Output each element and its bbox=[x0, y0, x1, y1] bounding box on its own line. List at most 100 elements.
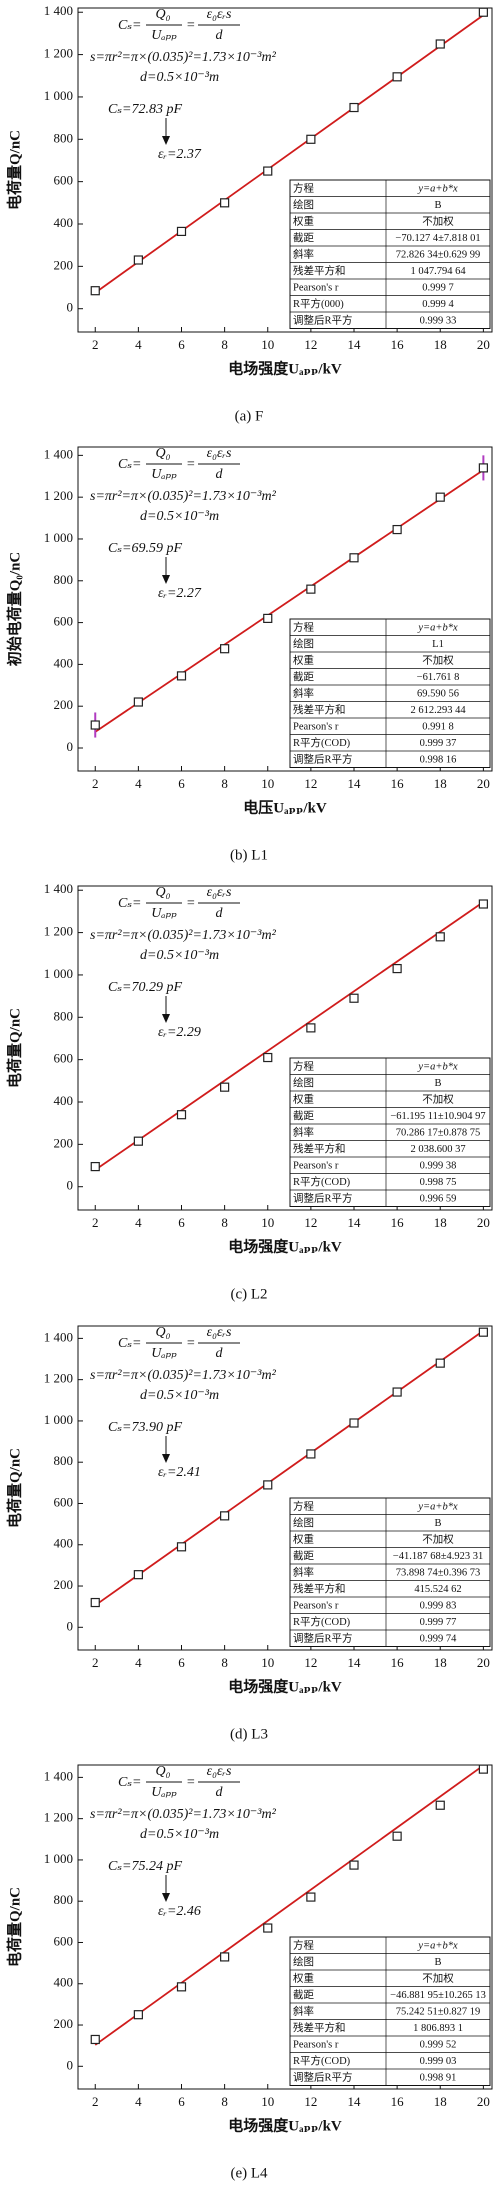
table-label: Pearson's r bbox=[293, 722, 339, 733]
x-tick-label: 10 bbox=[261, 2094, 274, 2109]
table-frame bbox=[289, 179, 491, 329]
y-tick-label: 1 400 bbox=[44, 882, 73, 897]
formula-e-num: ε₀εᵣs bbox=[207, 7, 232, 22]
y-axis-title: 初始电荷量Q₀/nC bbox=[5, 552, 23, 667]
x-tick-label: 6 bbox=[178, 337, 185, 352]
x-tick-label: 12 bbox=[304, 1215, 317, 1230]
table-label: 权重 bbox=[293, 1971, 314, 1984]
x-tick-label: 8 bbox=[221, 1215, 228, 1230]
x-tick-label: 14 bbox=[348, 337, 362, 352]
caption: (c) L2 bbox=[230, 1287, 267, 1303]
table-value: 72.826 34±0.629 99 bbox=[396, 250, 481, 261]
formula-q-num: Q₀ bbox=[156, 1325, 171, 1340]
table-value: 0.999 74 bbox=[420, 1633, 458, 1644]
table-label: 斜率 bbox=[293, 687, 314, 700]
table-label: R平方(COD) bbox=[293, 1615, 351, 1628]
table-value: y=a+b*x bbox=[417, 184, 458, 195]
y-tick-label: 1 000 bbox=[44, 1851, 73, 1866]
table-label: 绘图 bbox=[293, 198, 314, 211]
data-point bbox=[133, 1136, 143, 1147]
chart-panel: 0 200 400 600 800 1 000 1 200 1 400 2 4 6 8 10 12 14 16… bbox=[5, 1325, 493, 1742]
data-point bbox=[133, 255, 143, 265]
table-value: 0.999 52 bbox=[420, 2039, 457, 2050]
x-tick-label: 2 bbox=[92, 776, 99, 791]
chart-panel: 0 200 400 600 800 1 000 1 200 1 400 2 4 6 8 10 12 14 16… bbox=[5, 3, 493, 425]
x-tick-label: 10 bbox=[261, 337, 274, 352]
x-tick-label: 12 bbox=[304, 1655, 317, 1670]
data-point bbox=[349, 1417, 359, 1428]
x-tick-label: 16 bbox=[391, 776, 405, 791]
table-label: R平方(COD) bbox=[293, 1176, 351, 1189]
table-frame bbox=[289, 1497, 491, 1647]
y-tick-label: 1 000 bbox=[44, 530, 73, 545]
table-label: 绘图 bbox=[293, 1077, 314, 1090]
y-tick-label: 1 400 bbox=[44, 1768, 73, 1783]
data-point bbox=[349, 994, 359, 1004]
x-tick-label: 12 bbox=[304, 2094, 317, 2109]
formula-lhs: Cₛ= bbox=[118, 1775, 142, 1790]
arrow-head bbox=[162, 1892, 170, 1902]
y-tick-label: 400 bbox=[54, 1974, 74, 1989]
formula-q-den: Uₐₚₚ bbox=[151, 1785, 177, 1800]
formula-q-num: Q₀ bbox=[156, 1764, 171, 1779]
x-tick-label: 16 bbox=[391, 2094, 405, 2109]
table-label: 方程 bbox=[293, 1499, 314, 1512]
data-point bbox=[220, 1510, 230, 1521]
x-tick-label: 2 bbox=[92, 2094, 99, 2109]
table-value: 69.590 56 bbox=[417, 689, 459, 700]
table-frame bbox=[289, 618, 491, 769]
y-tick-label: 0 bbox=[67, 300, 74, 315]
y-tick-label: 1 400 bbox=[44, 447, 73, 462]
chart-panel: 0 200 400 600 800 1 000 1 200 1 400 2 4 6 8 10 12 14 16… bbox=[5, 882, 493, 1303]
table-frame bbox=[289, 1057, 491, 1208]
data-point bbox=[306, 584, 316, 594]
table-value: 70.286 17±0.878 75 bbox=[396, 1128, 481, 1139]
table-value: 0.999 38 bbox=[420, 1161, 457, 1172]
table-value: 0.999 7 bbox=[422, 283, 454, 294]
data-point bbox=[392, 1387, 402, 1397]
table-label: 残差平方和 bbox=[293, 1582, 346, 1595]
y-tick-label: 1 000 bbox=[44, 966, 73, 981]
table-label: 残差平方和 bbox=[293, 2021, 346, 2034]
table-value: 75.242 51±0.827 19 bbox=[396, 2006, 481, 2017]
table-value: y=a+b*x bbox=[417, 623, 458, 634]
table-label: 斜率 bbox=[293, 2004, 314, 2017]
y-tick-label: 200 bbox=[54, 257, 74, 272]
data-point bbox=[263, 166, 273, 176]
capacitance: Cₛ=69.59 pF bbox=[108, 541, 183, 556]
data-point bbox=[306, 1892, 316, 1902]
table-value: 0.999 83 bbox=[420, 1600, 457, 1611]
table-value: 0.999 33 bbox=[420, 316, 457, 327]
table-label: 绘图 bbox=[293, 1955, 314, 1968]
table-frame bbox=[289, 1936, 491, 2086]
table-value: 不加权 bbox=[422, 1971, 454, 1984]
table-label: Pearson's r bbox=[293, 1161, 339, 1172]
table-value: 415.524 62 bbox=[414, 1584, 461, 1595]
formula-lhs: Cₛ= bbox=[118, 457, 142, 472]
y-tick-label: 800 bbox=[54, 1009, 74, 1024]
y-tick-label: 800 bbox=[54, 130, 74, 145]
area-formula: s=πr²=π×(0.035)²=1.73×10⁻³m² bbox=[90, 1368, 277, 1383]
formula-eq: = bbox=[186, 897, 195, 912]
formula-q-num: Q₀ bbox=[156, 886, 171, 901]
x-tick-label: 4 bbox=[135, 2094, 142, 2109]
table-label: 残差平方和 bbox=[293, 264, 346, 277]
table-value: 0.991 8 bbox=[422, 722, 454, 733]
data-point bbox=[90, 2034, 100, 2044]
table-value: 不加权 bbox=[422, 654, 454, 667]
table-value: 0.999 4 bbox=[422, 299, 454, 310]
table-value: 0.999 37 bbox=[420, 738, 457, 749]
table-label: 方程 bbox=[293, 1938, 314, 1951]
y-tick-label: 200 bbox=[54, 1577, 74, 1592]
data-point bbox=[90, 1597, 100, 1607]
data-point bbox=[392, 964, 402, 974]
x-axis-title: 电场强度Uₐₚₚ/kV bbox=[228, 2116, 342, 2134]
thickness-formula: d=0.5×10⁻³m bbox=[140, 1388, 219, 1403]
fit-line bbox=[94, 901, 484, 1172]
table-label: 斜率 bbox=[293, 248, 314, 261]
table-value: 0.998 75 bbox=[420, 1178, 457, 1189]
plot-frame bbox=[77, 1325, 493, 1651]
table-label: 截距 bbox=[293, 1110, 314, 1123]
table-label: 截距 bbox=[293, 1988, 314, 2001]
x-tick-label: 18 bbox=[434, 2094, 447, 2109]
